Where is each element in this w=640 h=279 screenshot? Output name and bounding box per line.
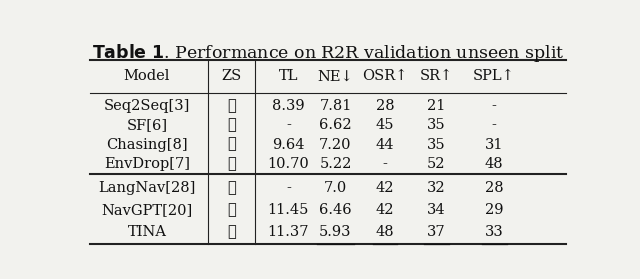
Text: TL: TL (278, 69, 298, 83)
Text: 28: 28 (376, 99, 394, 113)
Text: 33: 33 (484, 225, 504, 239)
Text: SF[6]: SF[6] (126, 118, 168, 132)
Text: ✗: ✗ (227, 138, 236, 151)
Text: 7.0: 7.0 (324, 181, 347, 195)
Text: 6.46: 6.46 (319, 203, 352, 217)
Text: 34: 34 (427, 203, 445, 217)
Text: 7.20: 7.20 (319, 138, 352, 151)
Text: 21: 21 (427, 99, 445, 113)
Text: TINA: TINA (127, 225, 166, 239)
Text: 8.39: 8.39 (272, 99, 305, 113)
Text: 5.22: 5.22 (319, 157, 351, 171)
Text: -: - (286, 118, 291, 132)
Text: SPL↑: SPL↑ (473, 69, 515, 83)
Text: Seq2Seq[3]: Seq2Seq[3] (104, 99, 190, 113)
Text: ✗: ✗ (227, 118, 236, 132)
Text: 48: 48 (485, 157, 504, 171)
Text: -: - (286, 181, 291, 195)
Text: 11.37: 11.37 (268, 225, 309, 239)
Text: $\bf{Table\ 1}$. Performance on R2R validation unseen split: $\bf{Table\ 1}$. Performance on R2R vali… (92, 42, 564, 64)
Text: -: - (492, 118, 497, 132)
Text: 42: 42 (376, 181, 394, 195)
Text: NE↓: NE↓ (317, 69, 353, 83)
Text: LangNav[28]: LangNav[28] (99, 181, 196, 195)
Text: 35: 35 (427, 118, 445, 132)
Text: 6.62: 6.62 (319, 118, 352, 132)
Text: ✗: ✗ (227, 157, 236, 171)
Text: 10.70: 10.70 (268, 157, 309, 171)
Text: ✗: ✗ (227, 99, 236, 113)
Text: 29: 29 (485, 203, 504, 217)
Text: 7.81: 7.81 (319, 99, 351, 113)
Text: 45: 45 (376, 118, 394, 132)
Text: ✓: ✓ (227, 225, 236, 239)
Text: 9.64: 9.64 (272, 138, 305, 151)
Text: 32: 32 (427, 181, 445, 195)
Text: Model: Model (124, 69, 170, 83)
Text: -: - (492, 99, 497, 113)
Text: 28: 28 (485, 181, 504, 195)
Text: SR↑: SR↑ (419, 69, 452, 83)
Text: ✓: ✓ (227, 181, 236, 195)
Text: ✓: ✓ (227, 203, 236, 217)
Text: 44: 44 (376, 138, 394, 151)
Text: EnvDrop[7]: EnvDrop[7] (104, 157, 190, 171)
Text: ZS: ZS (221, 69, 241, 83)
Text: 11.45: 11.45 (268, 203, 309, 217)
Text: -: - (383, 157, 387, 171)
Text: 52: 52 (427, 157, 445, 171)
Text: 42: 42 (376, 203, 394, 217)
Text: 37: 37 (427, 225, 445, 239)
Text: 31: 31 (485, 138, 504, 151)
Text: 35: 35 (427, 138, 445, 151)
Text: 48: 48 (376, 225, 394, 239)
Text: OSR↑: OSR↑ (362, 69, 408, 83)
Text: 5.93: 5.93 (319, 225, 352, 239)
Text: NavGPT[20]: NavGPT[20] (101, 203, 193, 217)
Text: Chasing[8]: Chasing[8] (106, 138, 188, 151)
